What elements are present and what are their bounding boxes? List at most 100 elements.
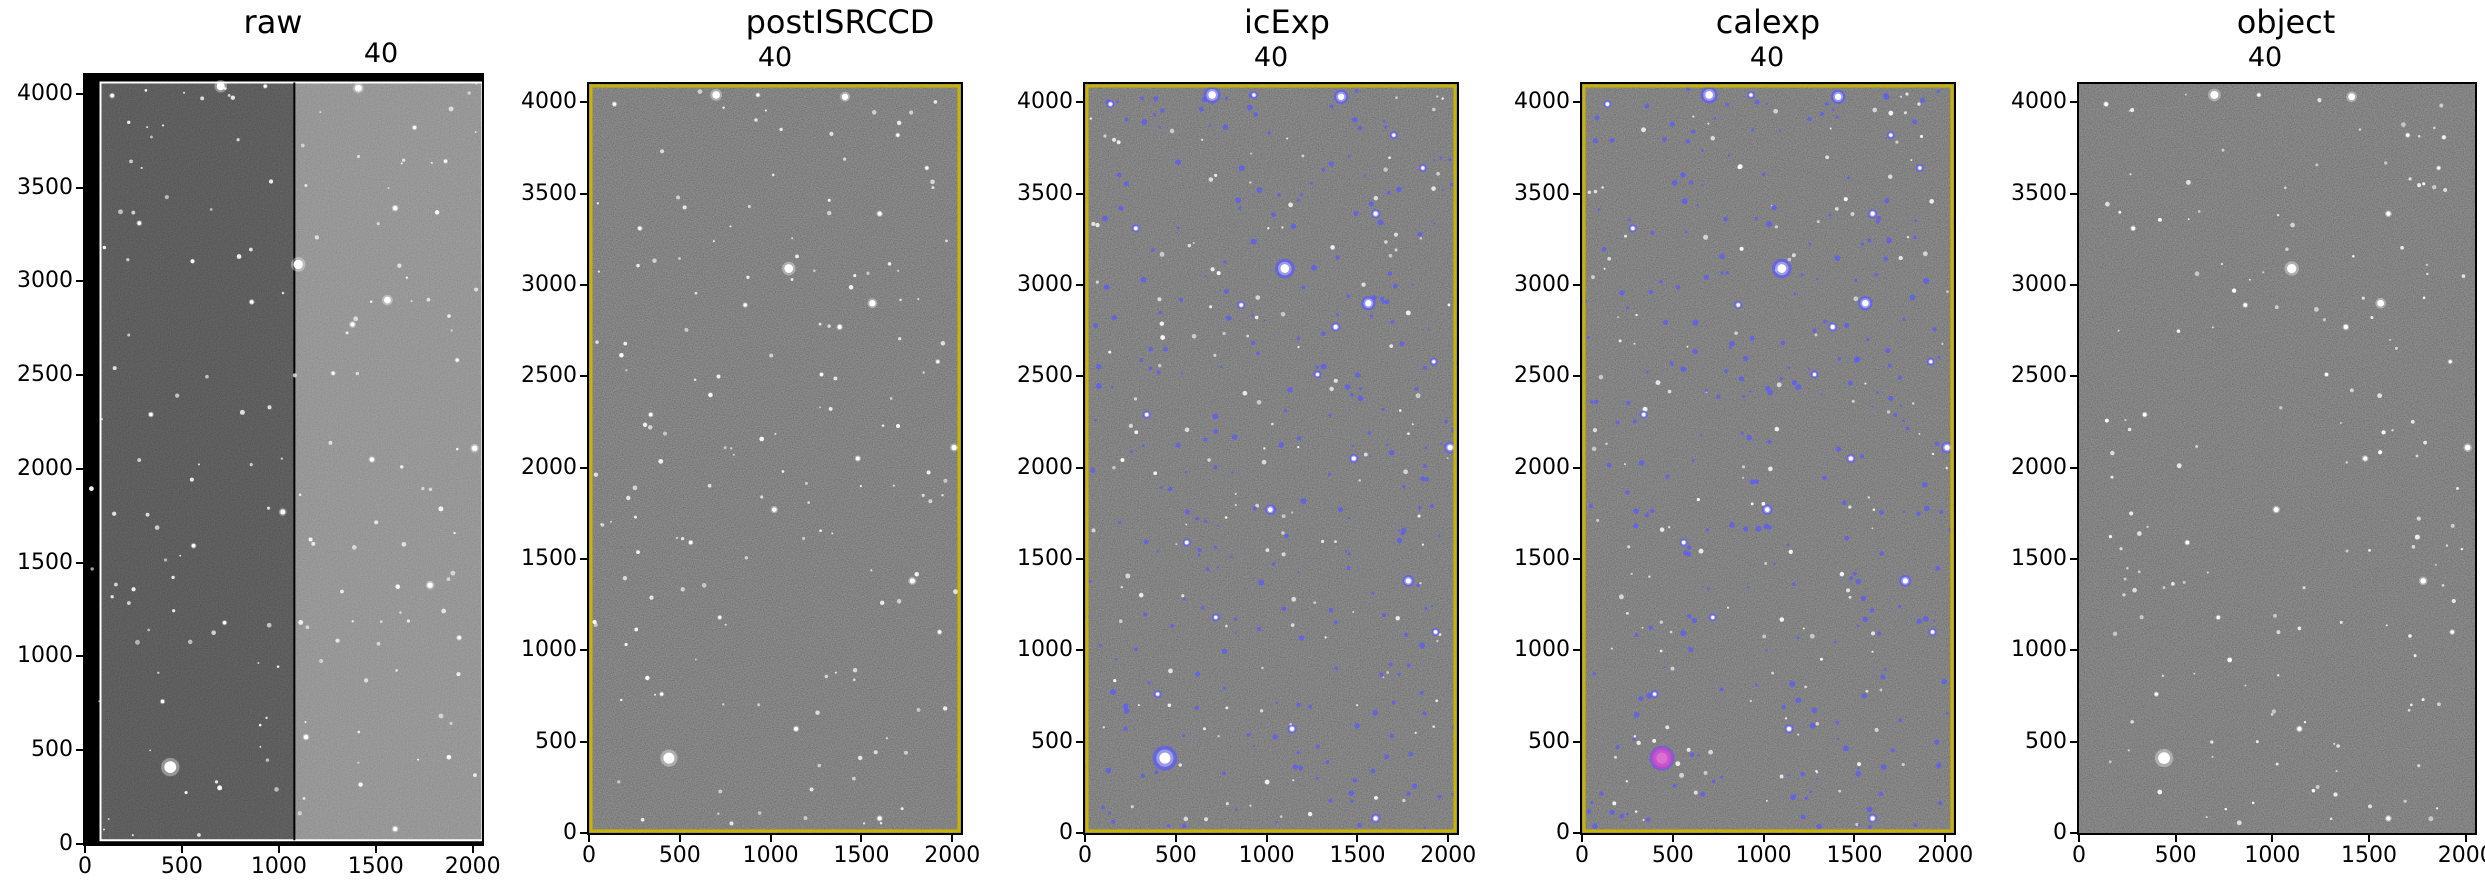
y-tick xyxy=(580,557,587,560)
y-tick xyxy=(1573,832,1580,834)
y-tick xyxy=(76,92,83,95)
x-tick-label: 0 xyxy=(582,843,596,868)
x-tick xyxy=(2078,835,2080,842)
ccd-label: 40 xyxy=(1749,42,1785,73)
y-tick-label: 4000 xyxy=(1514,89,1570,115)
y-tick xyxy=(580,466,587,469)
x-tick-label: 1000 xyxy=(1735,843,1792,868)
image-axes xyxy=(1083,82,1459,835)
y-tick-label: 3000 xyxy=(17,268,73,294)
y-tick-label: 500 xyxy=(31,737,73,763)
image-axes xyxy=(83,73,484,846)
x-tick xyxy=(2368,835,2371,842)
y-tick xyxy=(76,280,83,283)
y-tick xyxy=(1573,740,1580,743)
x-tick-label: 0 xyxy=(78,854,92,879)
ccd-image xyxy=(2079,84,2475,833)
y-tick xyxy=(580,375,587,378)
y-tick-label: 500 xyxy=(1528,728,1570,754)
y-tick-label: 1000 xyxy=(1514,637,1570,663)
x-tick-label: 2000 xyxy=(2437,843,2485,868)
x-tick xyxy=(1853,835,1856,842)
y-tick xyxy=(2070,832,2077,834)
ccd-label: 40 xyxy=(1253,42,1289,73)
y-tick xyxy=(1573,375,1580,378)
y-tick xyxy=(580,101,587,104)
y-tick-label: 2500 xyxy=(1017,363,1073,389)
y-tick-label: 1500 xyxy=(1514,545,1570,571)
y-tick xyxy=(76,374,83,377)
x-tick xyxy=(951,835,954,842)
y-tick xyxy=(1076,283,1083,286)
y-tick xyxy=(1076,832,1083,834)
image-axes xyxy=(1580,82,1956,835)
y-tick xyxy=(1076,192,1083,195)
x-tick-label: 0 xyxy=(1078,843,1092,868)
x-tick xyxy=(860,835,863,842)
y-tick-label: 500 xyxy=(1031,728,1073,754)
y-tick xyxy=(580,832,587,834)
image-axes xyxy=(2077,82,2477,835)
x-tick xyxy=(1174,835,1177,842)
y-tick xyxy=(76,749,83,752)
x-tick xyxy=(1762,835,1765,842)
panel-title: raw xyxy=(243,3,303,41)
y-tick-label: 4000 xyxy=(521,89,577,115)
y-tick xyxy=(580,283,587,286)
x-tick-label: 1500 xyxy=(1329,843,1386,868)
x-tick-label: 0 xyxy=(1575,843,1589,868)
edge-mask xyxy=(1582,84,1954,833)
y-tick-label: 1000 xyxy=(1017,637,1073,663)
y-tick-label: 2000 xyxy=(521,454,577,480)
ccd-image xyxy=(1582,84,1954,833)
y-tick xyxy=(1573,192,1580,195)
y-tick-label: 4000 xyxy=(2011,89,2067,115)
x-tick-label: 1000 xyxy=(742,843,799,868)
image-axes xyxy=(587,82,963,835)
y-tick-label: 1500 xyxy=(1017,545,1073,571)
y-tick xyxy=(1573,557,1580,560)
x-tick-label: 500 xyxy=(2154,843,2197,868)
x-tick xyxy=(1581,835,1583,842)
panel-title: postISRCCD xyxy=(745,3,935,41)
y-tick xyxy=(1076,649,1083,652)
x-tick xyxy=(769,835,772,842)
y-tick-label: 4000 xyxy=(17,80,73,106)
y-tick xyxy=(76,561,83,564)
x-tick-label: 500 xyxy=(1154,843,1197,868)
x-tick-label: 1500 xyxy=(1826,843,1883,868)
edge-mask xyxy=(1085,84,1457,833)
x-tick-label: 1500 xyxy=(833,843,890,868)
ccd-label: 40 xyxy=(363,38,399,69)
panel-title: object xyxy=(2236,3,2336,41)
x-tick xyxy=(1265,835,1268,842)
x-tick xyxy=(1671,835,1674,842)
image-edge xyxy=(99,81,482,842)
y-tick-label: 0 xyxy=(2053,820,2067,845)
y-tick xyxy=(580,192,587,195)
x-tick-label: 2000 xyxy=(924,843,981,868)
y-tick-label: 0 xyxy=(1059,820,1073,845)
y-tick xyxy=(1573,466,1580,469)
x-tick-label: 500 xyxy=(1651,843,1694,868)
y-tick-label: 3500 xyxy=(17,174,73,200)
y-tick-label: 2000 xyxy=(1017,454,1073,480)
y-tick xyxy=(2070,192,2077,195)
y-tick-label: 3000 xyxy=(1017,271,1073,297)
y-tick-label: 3000 xyxy=(2011,271,2067,297)
y-tick-label: 2500 xyxy=(2011,363,2067,389)
y-tick-label: 500 xyxy=(2025,728,2067,754)
x-tick-label: 500 xyxy=(160,854,203,879)
ccd-image xyxy=(1085,84,1457,833)
y-tick-label: 3000 xyxy=(521,271,577,297)
y-tick-label: 1000 xyxy=(17,643,73,669)
x-tick-label: 0 xyxy=(2072,843,2086,868)
y-tick-label: 3500 xyxy=(1514,180,1570,206)
y-tick-label: 1500 xyxy=(521,545,577,571)
ccd-label: 40 xyxy=(757,42,793,73)
faint-sources xyxy=(2104,93,2466,826)
